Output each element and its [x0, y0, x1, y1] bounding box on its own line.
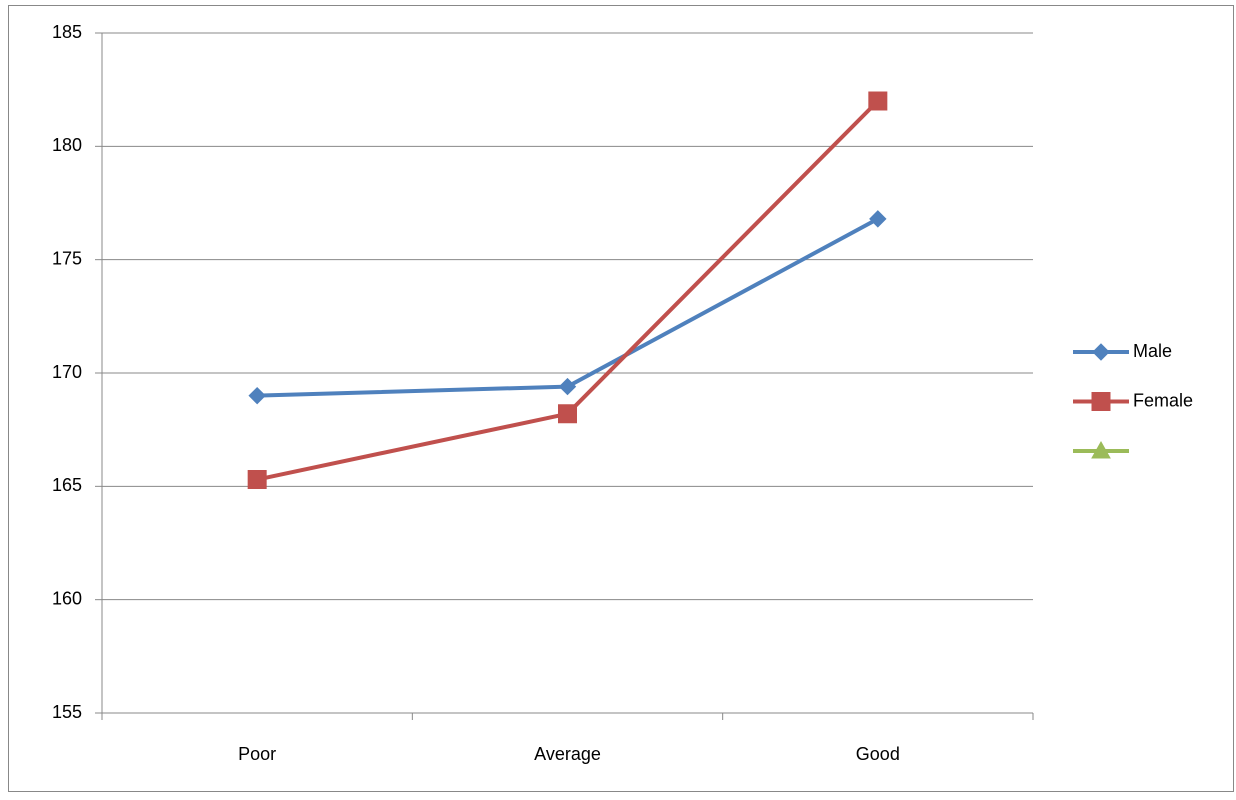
data-point: [868, 91, 888, 111]
y-tick-label: 175: [52, 248, 82, 268]
data-point: [558, 404, 577, 424]
legend-marker: [1091, 440, 1111, 459]
legend-marker: [1091, 392, 1111, 411]
x-tick-label: Poor: [238, 744, 276, 764]
y-tick-label: 180: [52, 135, 82, 155]
data-point: [869, 210, 887, 228]
y-tick-label: 170: [52, 362, 82, 382]
data-point: [247, 470, 267, 490]
x-tick-label: Average: [534, 744, 601, 764]
y-tick-label: 160: [52, 588, 82, 608]
data-point: [248, 386, 266, 405]
y-tick-label: 185: [52, 22, 82, 42]
legend-label: Female: [1133, 390, 1193, 410]
x-tick-label: Good: [856, 744, 900, 764]
y-tick-label: 155: [52, 702, 82, 722]
y-tick-label: 165: [52, 475, 82, 495]
legend-label: Male: [1133, 341, 1172, 361]
legend-marker: [1092, 343, 1110, 361]
data-point: [558, 377, 577, 396]
chart-border: [8, 5, 1234, 792]
